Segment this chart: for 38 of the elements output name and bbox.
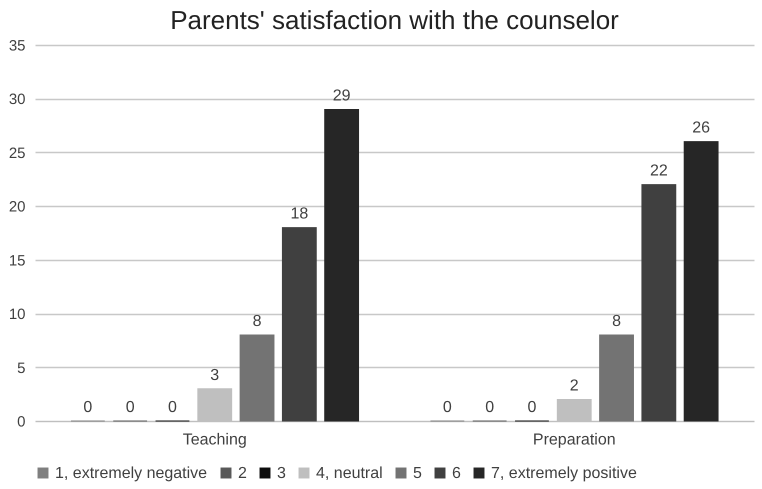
data-label: 0 [126,399,135,416]
y-tick-label: 10 [8,306,26,324]
data-label: 3 [210,366,220,384]
data-label: 0 [442,399,452,416]
bar [324,108,360,422]
bar [599,334,634,422]
data-label: 29 [332,87,351,104]
data-label: 18 [290,206,308,223]
legend-label: 5 [413,465,422,482]
data-label: 8 [612,313,622,330]
data-label: 2 [570,378,579,395]
data-label: 0 [83,399,92,416]
y-tick-label: 25 [8,144,26,162]
y-tick-label: 20 [8,198,26,216]
bar [240,334,274,422]
y-tick-label: 0 [17,414,26,430]
legend-label: 7, extremely positive [491,465,637,482]
legend-label: 4, neutral [316,465,383,482]
legend-label: 6 [452,465,461,482]
y-tick-label: 30 [8,91,26,108]
x-tick-label: Teaching [182,432,247,448]
data-label: 22 [650,162,668,180]
bar [282,227,317,422]
bar [684,141,719,422]
x-tick-label: Preparation [532,432,616,448]
y-tick-label: 5 [17,360,26,377]
data-label: 0 [168,399,178,416]
y-tick-label: 15 [8,252,26,270]
y-tick-label: 35 [8,38,26,54]
chart-title: Parents' satisfaction with the counselor [170,5,620,35]
data-label: 8 [252,313,262,330]
data-label: 0 [528,399,537,416]
legend-label: 2 [238,465,247,482]
data-label: 26 [692,120,710,137]
data-label: 0 [485,399,494,416]
legend-label: 3 [277,465,286,482]
bar [641,184,676,422]
legend-label: 1, extremely negative [55,465,208,482]
